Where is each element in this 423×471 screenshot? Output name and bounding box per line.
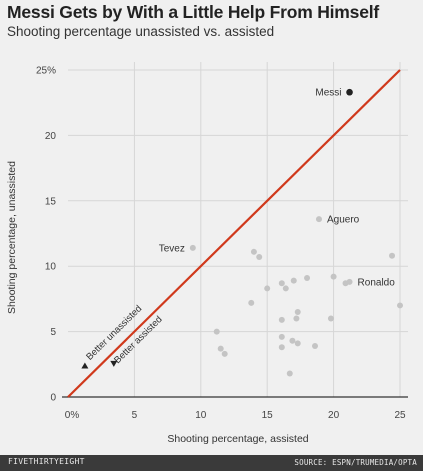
y-tick-label: 20: [45, 131, 57, 142]
source-note: SOURCE: ESPN/TRUMEDIA/OPTA: [294, 458, 417, 467]
data-point: [250, 248, 257, 255]
x-tick-label: 10: [195, 410, 207, 421]
data-points: [189, 88, 403, 377]
chart-subtitle: Shooting percentage unassisted vs. assis…: [7, 24, 275, 39]
data-point: [256, 254, 263, 261]
point-labels: Messi Tevez Aguero Ronaldo: [159, 88, 396, 289]
data-point: [293, 315, 300, 322]
highlight-point: [346, 88, 353, 96]
data-point: [294, 340, 301, 347]
axes: 0% 5 10 15 20 25 0 5 10 15 20 25% Shooting percentag…: [6, 66, 408, 445]
y-tick-label: 10: [45, 262, 57, 273]
data-point: [327, 315, 334, 322]
data-point: [264, 285, 271, 292]
arrow-down-icon: [110, 360, 118, 367]
point-label: Messi: [315, 88, 341, 99]
reference-line: [67, 69, 401, 398]
data-point: [282, 285, 289, 292]
data-point: [217, 345, 224, 352]
data-point: [248, 299, 255, 306]
data-point: [312, 342, 319, 349]
data-point: [189, 244, 196, 251]
x-tick-label: 5: [132, 410, 138, 421]
data-point: [278, 316, 285, 323]
data-point: [278, 280, 285, 287]
data-point: [286, 370, 293, 377]
x-tick-label: 15: [262, 410, 274, 421]
data-point: [213, 328, 220, 335]
data-point: [294, 308, 301, 315]
data-point: [290, 277, 297, 284]
data-point: [397, 302, 403, 309]
x-tick-label: 25: [394, 410, 406, 421]
x-tick-label: 20: [328, 410, 340, 421]
y-tick-label: 25%: [36, 66, 56, 77]
chart-title: Messi Gets by With a Little Help From Hi…: [7, 2, 380, 22]
point-label: Aguero: [327, 215, 360, 226]
data-point: [221, 350, 228, 357]
footer-bar: FIVETHIRTYEIGHT SOURCE: ESPN/TRUMEDIA/OP…: [0, 455, 423, 471]
grid-lines: [68, 62, 408, 397]
data-point: [289, 337, 296, 344]
point-label: Tevez: [159, 243, 185, 254]
data-point: [330, 273, 337, 280]
data-point: [278, 333, 285, 340]
data-point: [342, 280, 349, 287]
data-point: [389, 252, 396, 259]
y-tick-label: 15: [45, 196, 57, 207]
data-point: [304, 274, 311, 281]
y-axis-label: Shooting percentage, unassisted: [6, 161, 18, 314]
y-tick-label: 0: [50, 393, 56, 404]
x-tick-label: 0%: [65, 410, 80, 421]
annotation-better-unassisted: Better unassisted: [84, 303, 144, 362]
point-label: Ronaldo: [358, 277, 396, 288]
data-point: [278, 344, 285, 351]
data-point: [315, 216, 322, 223]
y-tick-label: 5: [50, 327, 56, 338]
reference-line-group: [67, 69, 401, 398]
x-axis-label: Shooting percentage, assisted: [167, 433, 308, 445]
scatter-chart: 0% 5 10 15 20 25 0 5 10 15 20 25% Shooting percentag…: [6, 62, 408, 445]
arrow-up-icon: [81, 362, 89, 369]
brand-logo: FIVETHIRTYEIGHT: [8, 457, 85, 466]
